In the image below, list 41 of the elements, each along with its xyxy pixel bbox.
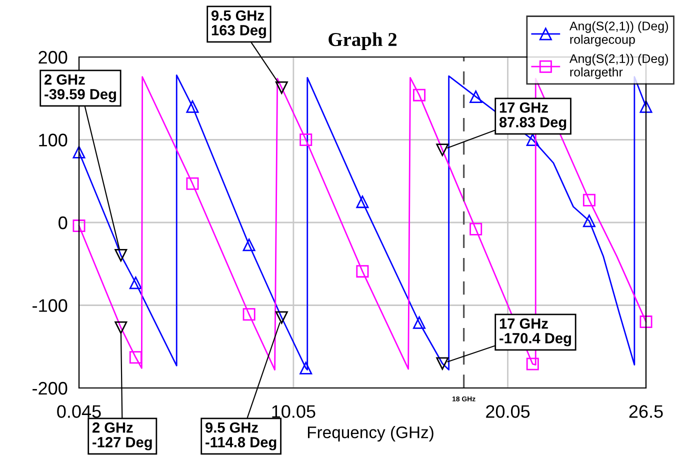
point	[640, 316, 652, 328]
point	[356, 265, 369, 278]
chart-title: Graph 2	[328, 32, 397, 50]
point	[582, 214, 596, 228]
annotation: 9.5 GHz 163 Deg	[212, 10, 266, 38]
annotation: 2 GHz -127 Deg	[92, 422, 152, 450]
point	[526, 134, 539, 146]
point	[72, 220, 86, 232]
annotation: 2 GHz -39.59 Deg	[44, 74, 116, 102]
point	[356, 196, 369, 208]
legend-label: Ang(S(2,1)) (Deg) rolargethr	[569, 54, 668, 79]
point	[186, 177, 199, 190]
point	[412, 316, 426, 329]
annotation: 17 GHz 87.83 Deg	[499, 102, 566, 130]
legend-label: Ang(S(2,1)) (Deg) rolargecoup	[569, 21, 668, 46]
x-tick-label: 10.05	[272, 405, 316, 418]
point	[186, 100, 199, 113]
x-tick-label: 20.05	[486, 405, 530, 418]
annotation: 9.5 GHz -114.8 Deg	[206, 422, 276, 450]
x-tick-label: 26.5	[629, 405, 663, 418]
y-tick-label: -100	[32, 299, 68, 312]
point	[582, 194, 596, 206]
y-tick-label: 0	[58, 216, 68, 230]
x-tick-label: 0.045	[57, 405, 101, 418]
point	[640, 100, 652, 113]
point	[300, 362, 312, 374]
point	[300, 134, 312, 146]
point	[470, 90, 482, 103]
point	[470, 222, 482, 236]
y-tick-label: 100	[39, 134, 68, 146]
point	[72, 146, 86, 158]
point	[526, 358, 539, 370]
y-tick-label: 200	[38, 50, 68, 64]
x-axis-title: Frequency (GHz)	[308, 426, 434, 442]
annotation: 17 GHz -170.4 Deg	[500, 318, 571, 346]
point	[412, 88, 426, 102]
y-tick-label: -200	[32, 382, 68, 395]
point	[129, 351, 142, 364]
point	[129, 276, 142, 290]
point	[242, 308, 256, 321]
point	[242, 238, 256, 252]
